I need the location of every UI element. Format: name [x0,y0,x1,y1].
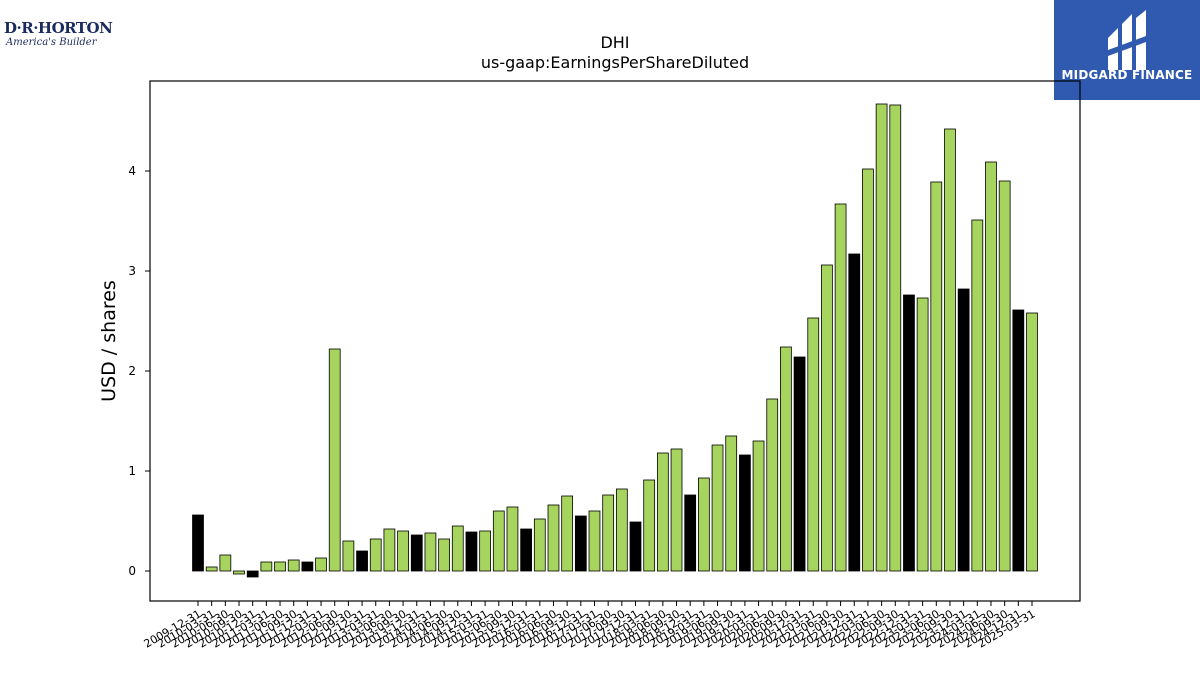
bar-2017-12-31 [629,521,642,572]
bar-2021-09-30 [834,203,847,572]
bar-2024-06-30 [985,161,997,572]
bar-2011-12-31 [301,561,314,572]
bar-2014-09-30 [451,525,464,572]
bar-2021-03-31 [807,317,820,572]
bar-2019-03-31 [698,477,710,572]
bar-2018-06-30 [656,452,669,572]
bar-2016-09-30 [561,495,574,572]
bar-2018-09-30 [670,448,683,572]
chart-subtitle: us-gaap:EarningsPerShareDiluted [481,53,749,72]
dr-horton-logo: D·R·HORTON America's Builder [4,20,114,60]
bar-2022-09-30 [889,104,902,572]
bar-2022-12-31 [903,294,915,572]
bar-2021-06-30 [821,264,833,572]
y-tick-label: 0 [128,564,136,578]
bar-2013-06-30 [383,528,396,572]
dr-horton-logo-tagline: America's Builder [6,37,97,48]
bar-2016-03-31 [533,518,546,572]
bar-2025-03-31 [1026,312,1038,572]
bar-2011-06-30 [274,561,286,572]
bar-2012-12-31 [356,550,368,572]
bar-2024-03-31 [971,219,984,572]
y-axis-label: USD / shares [98,280,120,402]
bar-2018-03-31 [643,479,656,572]
y-tick-label: 2 [128,364,136,378]
bar-2022-06-30 [875,103,888,572]
midgard-mark-icon [1108,10,1146,70]
plot-area [149,80,1081,602]
bar-2013-09-30 [397,530,409,572]
bar-2009-12-31 [192,514,204,572]
bar-2020-09-30 [780,346,792,572]
bar-2021-12-31 [848,253,861,572]
bar-2017-09-30 [615,488,628,572]
bar-2023-06-30 [930,181,943,572]
bar-2014-12-31 [465,531,478,572]
bar-2015-06-30 [492,510,505,572]
bar-2010-06-30 [219,554,232,572]
bar-2012-03-31 [315,557,327,572]
bar-2014-06-30 [438,538,450,572]
bar-2016-06-30 [547,504,560,572]
bar-2020-03-31 [752,440,765,572]
bar-2019-06-30 [711,444,724,572]
bar-2010-09-30 [233,570,245,575]
bar-2010-12-31 [246,570,259,578]
bar-2017-06-30 [602,494,615,572]
bar-2019-09-30 [725,435,738,572]
midgard-finance-logo: MIDGARD FINANCE [1054,0,1200,100]
bar-2020-06-30 [766,398,779,572]
midgard-logo-text: MIDGARD FINANCE [1061,68,1193,82]
bar-2018-12-31 [684,494,697,572]
bar-2013-12-31 [410,534,423,572]
bar-2024-09-30 [998,180,1011,572]
bar-2010-03-31 [205,566,218,572]
bar-2013-03-31 [369,538,382,572]
chart-title: DHI [600,33,629,52]
y-tick-label: 3 [128,264,136,278]
bar-2015-09-30 [506,506,519,572]
bar-2023-03-31 [916,297,929,572]
bar-2016-12-31 [574,515,587,572]
bar-2022-03-31 [862,168,874,572]
dr-horton-logo-name: D·R·HORTON [4,19,113,37]
bar-2023-09-30 [944,128,956,572]
bar-2015-03-31 [479,530,491,572]
bar-2011-09-30 [287,559,300,572]
y-tick-label: 4 [128,164,136,178]
bar-2023-12-31 [957,288,970,572]
bar-2015-12-31 [520,528,532,572]
bar-2012-09-30 [342,540,355,572]
bar-2020-12-31 [793,356,806,572]
bar-2012-06-30 [328,348,341,572]
bar-2014-03-31 [424,532,437,572]
y-tick-label: 1 [128,464,136,478]
bar-2017-03-31 [588,510,601,572]
bar-2011-03-31 [260,561,273,572]
bar-2019-12-31 [739,454,751,572]
bar-2024-12-31 [1012,309,1025,572]
